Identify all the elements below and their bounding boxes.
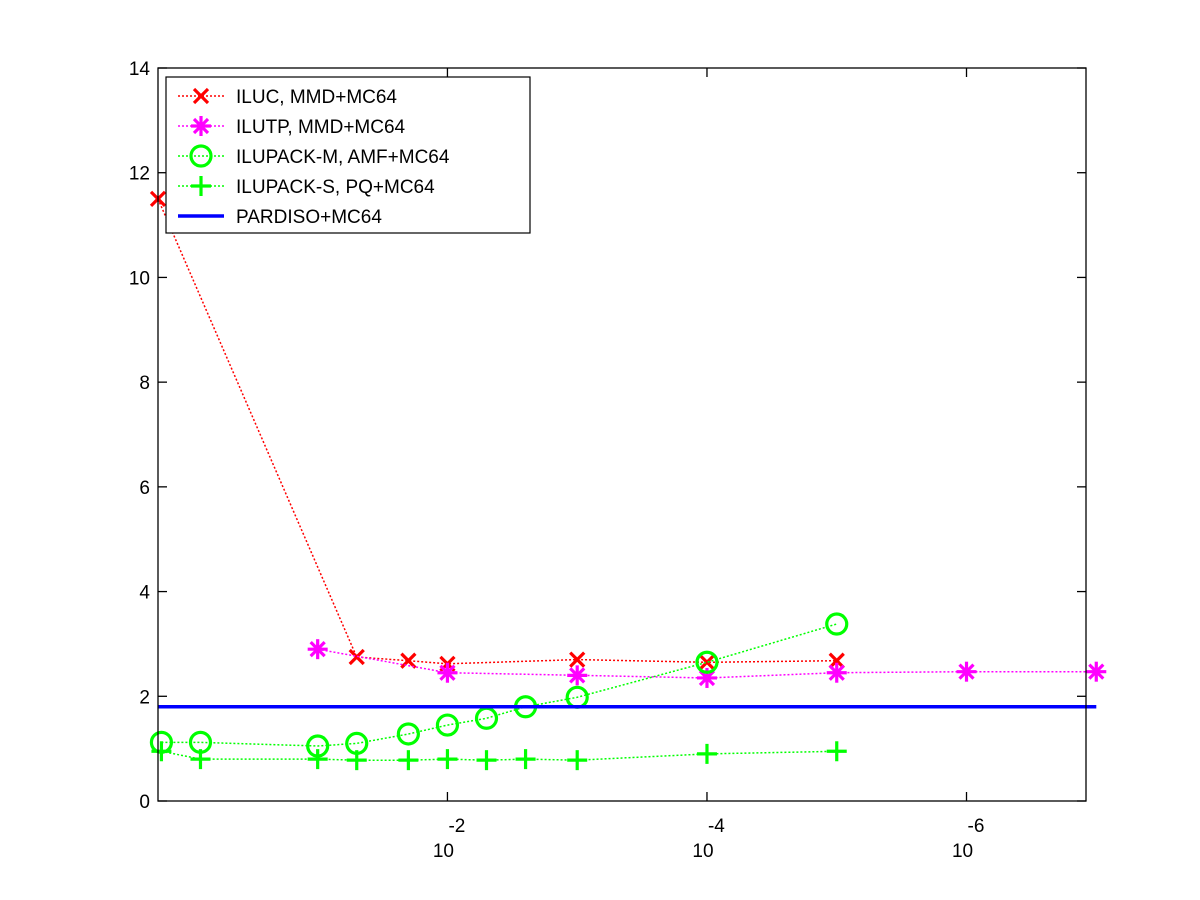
legend-item-4: PARDISO+MC64: [178, 207, 382, 228]
x-tick-label-base: 10: [952, 841, 973, 862]
legend-swatch-marker: [191, 116, 211, 136]
data-point-3-6: [476, 750, 497, 771]
data-point-1-0: [307, 639, 328, 660]
data-point-2-9: [695, 650, 719, 674]
x-axis: 10 -2 10 -4 10 -6: [433, 68, 985, 862]
data-point-2-10: [825, 612, 849, 636]
series-3: [151, 741, 847, 771]
x-tick-label-exponent: -6: [968, 816, 985, 837]
data-layer: [149, 190, 1107, 771]
legend-item-2: ILUPACK-M, AMF+MC64: [178, 144, 450, 168]
x-tick-label-exponent: -4: [708, 816, 725, 837]
y-tick-label: 12: [129, 164, 150, 185]
y-tick-label: 8: [139, 373, 150, 394]
legend-box: [165, 76, 531, 234]
data-point-3-8: [567, 750, 588, 771]
x-tick-label-base: 10: [433, 841, 454, 862]
legend-item-3: ILUPACK-S, PQ+MC64: [178, 176, 435, 198]
data-point-1-4: [826, 662, 847, 683]
data-point-0-6: [828, 652, 845, 669]
data-point-3-10: [826, 741, 847, 762]
series-2: [149, 612, 849, 758]
data-point-3-3: [346, 750, 367, 771]
data-point-3-4: [398, 750, 419, 771]
data-point-3-9: [696, 743, 717, 764]
data-point-3-7: [515, 749, 536, 770]
data-point-3-1: [190, 749, 211, 770]
x-tick-label-base: 10: [692, 841, 713, 862]
legend: ILUC, MMD+MC64 ILUTP, MMD+MC64 ILUPACK-M, …: [165, 76, 531, 234]
data-point-1-1: [437, 662, 458, 683]
legend-label: ILUC, MMD+MC64: [236, 87, 397, 108]
legend-swatch-marker: [189, 144, 213, 168]
legend-swatch-marker: [191, 176, 211, 196]
data-point-2-5: [435, 713, 460, 737]
legend-label: ILUTP, MMD+MC64: [236, 117, 406, 138]
data-point-3-5: [437, 749, 458, 770]
data-point-3-0: [151, 741, 172, 762]
legend-swatch-marker: [192, 87, 210, 105]
y-tick-label: 0: [139, 792, 150, 813]
y-tick-label: 2: [139, 687, 150, 708]
data-point-0-5: [698, 654, 716, 671]
series-line-2: [161, 623, 837, 747]
data-point-1-2: [567, 665, 588, 686]
data-point-0-2: [400, 652, 417, 669]
y-tick-label: 4: [139, 583, 150, 604]
legend-label: ILUPACK-M, AMF+MC64: [236, 147, 450, 168]
legend-label: PARDISO+MC64: [236, 207, 382, 228]
plot-frame: [157, 67, 1087, 802]
y-tick-label: 10: [129, 268, 150, 289]
y-tick-label: 14: [129, 59, 151, 80]
y-tick-label: 6: [139, 478, 150, 499]
legend-label: ILUPACK-S, PQ+MC64: [236, 177, 435, 198]
data-point-0-4: [569, 651, 586, 668]
data-point-3-2: [307, 749, 328, 770]
x-tick-label-exponent: -2: [448, 816, 465, 837]
data-point-0-1: [348, 648, 365, 666]
data-point-1-6: [1086, 661, 1107, 682]
data-point-2-4: [396, 722, 420, 746]
legend-item-1: ILUTP, MMD+MC64: [178, 116, 406, 138]
y-axis: 0 2 4 6 8 10 12 14: [129, 59, 1086, 813]
legend-item-0: ILUC, MMD+MC64: [178, 87, 397, 108]
data-point-1-5: [956, 661, 977, 682]
